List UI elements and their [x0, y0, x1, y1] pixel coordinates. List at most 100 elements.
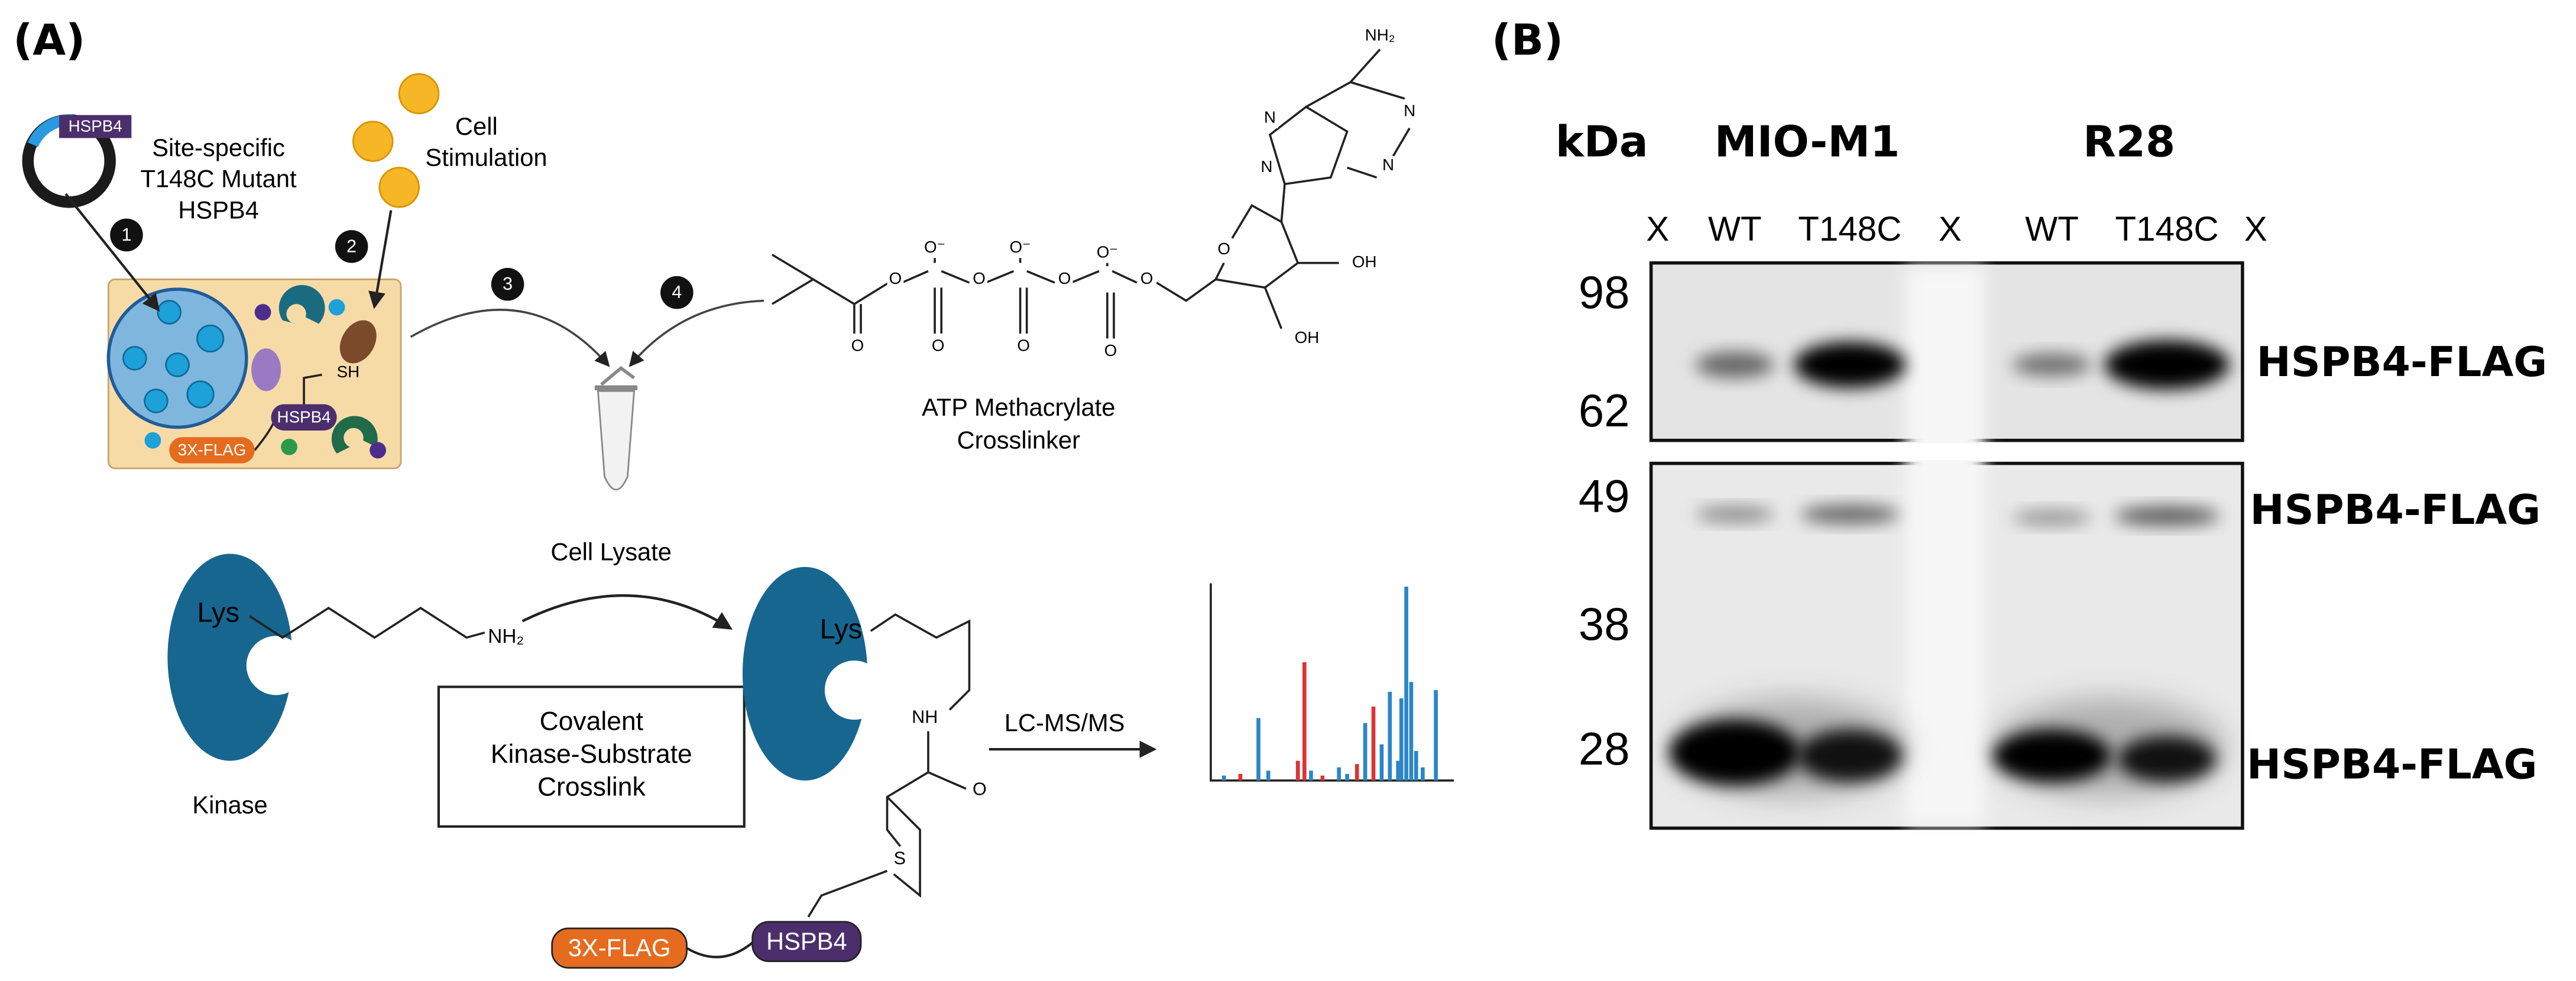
kinase-pocket — [824, 661, 884, 720]
step-number: 1 — [121, 225, 131, 245]
atp-structure — [772, 48, 1411, 339]
atom: N — [1261, 157, 1272, 176]
tag-pill — [551, 927, 688, 969]
lane-gap — [1652, 443, 2241, 461]
peak — [1256, 718, 1261, 781]
step-circle — [110, 218, 143, 252]
band — [2012, 509, 2092, 526]
peak — [1396, 760, 1401, 781]
organelle — [281, 438, 297, 455]
band-label: HSPB4-FLAG — [2250, 487, 2541, 534]
peak — [1221, 775, 1226, 781]
atom-bg — [1262, 108, 1278, 128]
atp-atoms: NH₂ N N N N O OH OH O O⁻ O O⁻ O O⁻ O O O O O — [849, 26, 1418, 362]
residue: Lys — [820, 614, 863, 645]
tag-label: 3X-FLAG — [568, 934, 671, 961]
smear — [1677, 698, 1908, 797]
linker — [686, 938, 757, 959]
band — [1695, 351, 1774, 378]
lane-label: T148C — [2115, 210, 2219, 248]
band-label: HSPB4-FLAG — [2247, 742, 2538, 789]
peak — [1238, 773, 1243, 781]
atom-bg — [1138, 269, 1155, 290]
marker-label: 28 — [1579, 724, 1630, 775]
band — [1695, 506, 1774, 523]
step-number: 4 — [672, 282, 682, 302]
atom-bg — [1056, 269, 1073, 290]
atom-bg — [1258, 157, 1275, 178]
kinase — [167, 553, 293, 761]
peak — [1295, 760, 1300, 781]
atom: NH₂ — [1365, 26, 1395, 44]
band — [1800, 504, 1900, 525]
atom-bg — [1099, 243, 1116, 263]
atom-bg — [926, 238, 943, 258]
unit-label: kDa — [1556, 118, 1648, 167]
arrow — [368, 210, 393, 309]
atom-bg — [1286, 328, 1303, 349]
kinase-label: Kinase — [192, 791, 267, 818]
lane-gap — [1906, 266, 1985, 825]
tag-label: 3X-FLAG — [178, 441, 247, 459]
atom-bg — [971, 269, 987, 290]
mutant-label: T148C Mutant — [141, 165, 297, 193]
kinase — [742, 566, 868, 781]
peak — [1337, 767, 1341, 781]
stimulation-label: Stimulation — [425, 144, 547, 171]
protein-pill — [271, 404, 337, 431]
peak — [1345, 773, 1349, 781]
atom: N — [1264, 108, 1276, 126]
amine: NH₂ — [488, 626, 524, 647]
atom: O⁻ — [924, 238, 945, 256]
organelle — [339, 320, 377, 364]
box-label: Kinase-Substrate — [491, 740, 692, 769]
linker — [303, 373, 322, 404]
organelle — [328, 299, 345, 316]
atom: OH — [1352, 252, 1377, 271]
nucleus-dots — [122, 300, 225, 413]
lane-label: X — [1646, 210, 1669, 248]
atom: OH — [1295, 328, 1320, 347]
panel-label: (A) — [13, 15, 85, 65]
ms-label: LC-MS/MS — [1005, 708, 1125, 736]
atom-bg — [1401, 102, 1418, 122]
atom: O — [1217, 239, 1230, 258]
step-circle — [491, 267, 524, 301]
thioether: S — [894, 848, 906, 868]
lane-label: T148C — [1798, 210, 1901, 248]
tag-pill — [169, 437, 255, 464]
stimulation-label: Cell — [455, 112, 498, 140]
kinase-pocket — [246, 636, 306, 695]
peak — [1409, 682, 1414, 781]
spectrum-axes — [1210, 583, 1454, 782]
peak — [1434, 690, 1438, 781]
spectrum — [1221, 587, 1438, 781]
peak — [1266, 770, 1271, 781]
protein-label: HSPB4 — [277, 408, 331, 426]
plasmid-label: HSPB4 — [69, 117, 122, 135]
bands — [1652, 266, 2241, 825]
lysate-label: Cell Lysate — [550, 538, 672, 565]
crosslinker-label: Crosslinker — [957, 426, 1081, 454]
peak — [1309, 770, 1313, 781]
atom-bg — [1102, 342, 1119, 362]
lane-label: WT — [2025, 210, 2079, 248]
lane-label: WT — [1708, 210, 1762, 248]
organelle — [144, 432, 161, 449]
residue: Lys — [197, 597, 239, 629]
atom-bg — [1343, 252, 1360, 273]
lane-label: X — [2244, 210, 2267, 248]
peak — [1421, 767, 1425, 781]
step-circle — [660, 276, 694, 309]
protein-pill — [751, 921, 862, 962]
cell-line: MIO-M1 — [1715, 118, 1900, 167]
peak — [1355, 764, 1359, 781]
marker-label: 49 — [1579, 471, 1630, 522]
step-number: 3 — [503, 274, 513, 294]
atom-bg — [1216, 239, 1233, 260]
peak — [1399, 698, 1404, 781]
crosslinker-label: ATP Methacrylate — [922, 393, 1115, 421]
arrow — [64, 193, 160, 312]
thiol: SH — [337, 362, 360, 381]
